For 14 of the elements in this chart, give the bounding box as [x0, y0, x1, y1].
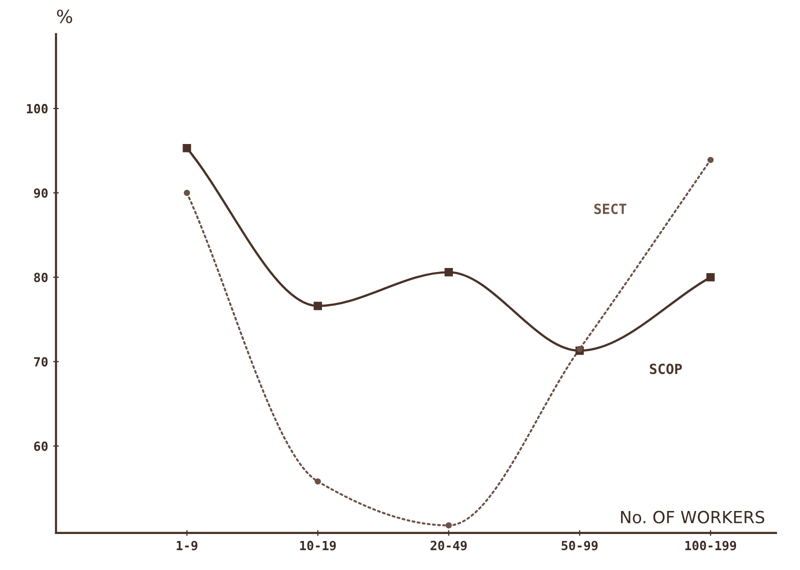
x-tick-label: 20-49	[430, 540, 467, 550]
x-tick-label: 100-199	[685, 540, 736, 550]
y-axis-title: %	[56, 10, 72, 24]
text: SECT	[594, 204, 626, 214]
y-tick-label: 70	[34, 357, 48, 367]
x-axis-title: No. OF WORKERS	[621, 510, 764, 524]
y-tick-label: 60	[34, 442, 48, 451]
x-tick-label: 1-9	[176, 540, 198, 550]
y-tick-label: 80	[34, 272, 48, 282]
y-tick-label: 100	[26, 104, 48, 114]
x-tick-label: 50-99	[562, 540, 598, 550]
x-tick-label: 10-19	[300, 540, 336, 550]
text: SCOP	[650, 364, 682, 374]
y-tick-label: 90	[34, 188, 48, 198]
